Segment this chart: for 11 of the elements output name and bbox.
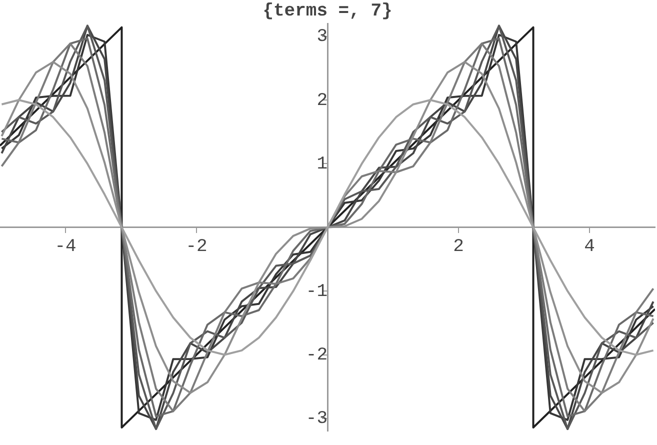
chart-title: {terms =, 7} <box>262 1 392 22</box>
y-tick-label: 2 <box>316 90 328 111</box>
x-tick-label: -4 <box>54 236 76 257</box>
x-tick-label: -2 <box>186 236 208 257</box>
y-tick-label: 3 <box>316 27 328 48</box>
y-tick-label: 1 <box>316 154 328 174</box>
y-tick-label: -3 <box>306 409 328 430</box>
y-tick-label: -1 <box>306 282 328 302</box>
x-tick-label: 4 <box>584 236 595 257</box>
x-tick-label: 2 <box>453 236 464 257</box>
y-tick-label: -2 <box>306 346 328 366</box>
